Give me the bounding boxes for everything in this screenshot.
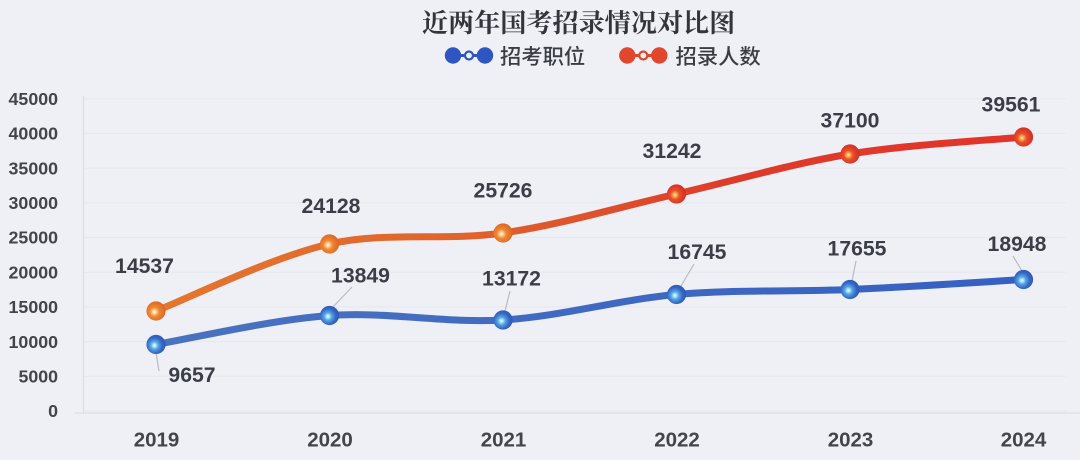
svg-text:2022: 2022: [654, 429, 700, 452]
svg-text:24128: 24128: [302, 195, 361, 218]
svg-text:39561: 39561: [982, 94, 1041, 117]
svg-text:14537: 14537: [115, 255, 174, 278]
svg-text:9657: 9657: [168, 364, 215, 387]
svg-text:25726: 25726: [474, 180, 533, 203]
svg-text:35000: 35000: [9, 158, 59, 178]
svg-text:2021: 2021: [481, 429, 527, 452]
svg-text:2023: 2023: [828, 429, 874, 452]
svg-text:17655: 17655: [828, 238, 887, 261]
svg-text:2019: 2019: [134, 429, 180, 452]
svg-text:18948: 18948: [988, 233, 1047, 256]
svg-text:16745: 16745: [668, 241, 727, 264]
svg-text:2024: 2024: [1001, 429, 1047, 452]
svg-text:5000: 5000: [18, 367, 58, 387]
svg-text:20000: 20000: [9, 262, 59, 282]
svg-text:2020: 2020: [307, 429, 353, 452]
svg-text:15000: 15000: [9, 297, 59, 317]
svg-text:0: 0: [48, 401, 58, 421]
svg-text:10000: 10000: [9, 332, 59, 352]
svg-text:45000: 45000: [9, 89, 59, 109]
svg-text:13172: 13172: [482, 268, 541, 291]
svg-text:37100: 37100: [821, 110, 880, 133]
svg-text:31242: 31242: [643, 140, 702, 163]
svg-text:13849: 13849: [331, 265, 390, 288]
svg-text:40000: 40000: [9, 124, 59, 144]
svg-text:25000: 25000: [9, 228, 59, 248]
svg-text:30000: 30000: [9, 193, 59, 213]
